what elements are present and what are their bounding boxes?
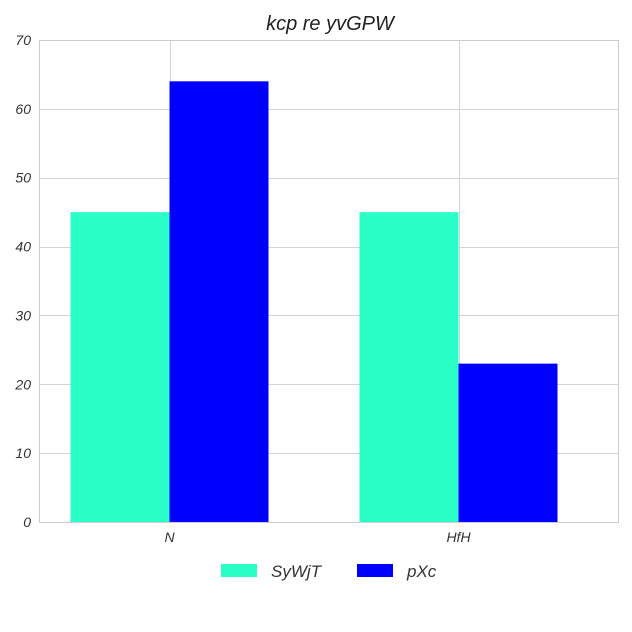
x-tick-label: HfH: [446, 529, 471, 545]
bar-pXc-HfH: [458, 363, 558, 522]
y-tick-label: 50: [15, 170, 31, 186]
bar-pXc-N: [169, 81, 269, 523]
y-tick-label: 40: [15, 239, 31, 255]
legend-label: pXc: [406, 562, 437, 581]
y-tick-label: 0: [23, 514, 31, 530]
legend-swatch: [357, 564, 393, 577]
legend-swatch: [221, 564, 257, 577]
legend-label: SyWjT: [271, 562, 323, 581]
y-tick-label: 60: [15, 101, 31, 117]
y-axis-ticks: 0 10 20 30 40 50 60 70: [14, 32, 31, 530]
plot-frame: [39, 40, 619, 523]
legend-item: pXc: [357, 562, 437, 581]
y-tick-label: 10: [15, 445, 31, 461]
bar-SyWjT-HfH: [359, 212, 459, 522]
y-tick-label: 70: [15, 32, 31, 48]
x-axis-ticks: N HfH: [164, 529, 471, 545]
y-tick-label: 30: [15, 307, 31, 323]
x-tick-label: N: [164, 529, 175, 545]
y-tick-label: 20: [14, 376, 31, 392]
chart-title: kcp re yvGPW: [266, 13, 396, 35]
bar-SyWjT-N: [70, 212, 170, 522]
legend: SyWjT pXc: [221, 562, 437, 581]
bars: [70, 81, 558, 523]
legend-item: SyWjT: [221, 562, 323, 581]
